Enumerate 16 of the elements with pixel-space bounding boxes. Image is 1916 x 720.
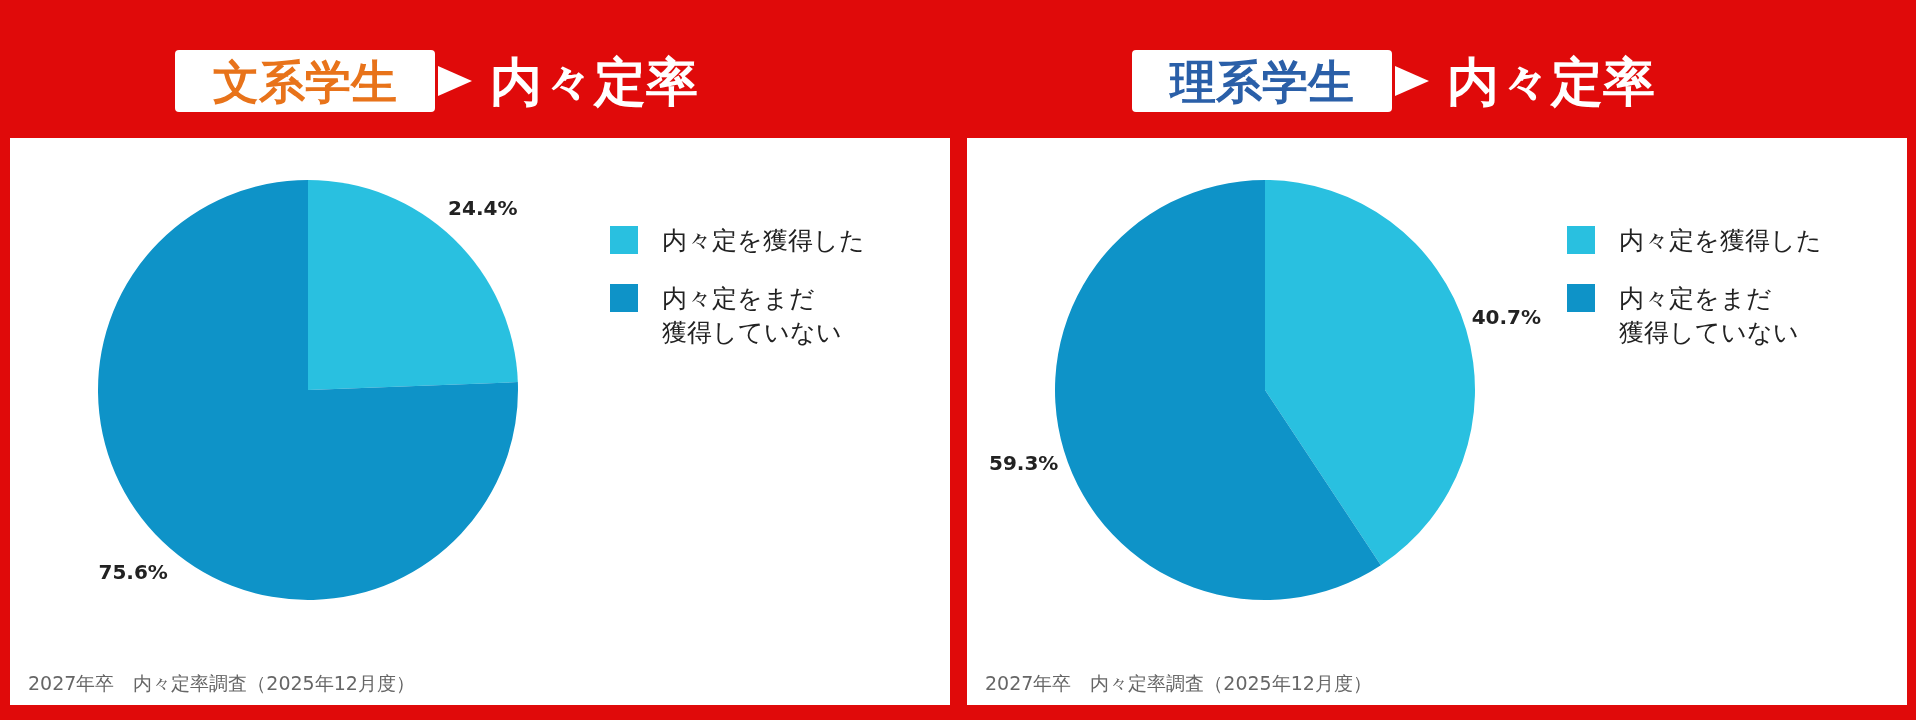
pie-slice: [98, 180, 518, 600]
pie-slice: [308, 180, 518, 390]
data-label: 75.6%: [98, 559, 168, 584]
legend-label: 内々定をまだ獲得していない: [662, 283, 842, 347]
legend-label: 内々定を獲得した: [662, 225, 865, 255]
chart-subtitle: 内々定率: [1447, 52, 1655, 112]
chart-subtitle: 内々定率: [490, 52, 698, 112]
chart-title: 理系学生: [1168, 55, 1354, 109]
chart-title: 文系学生: [213, 55, 397, 109]
text: 2027年卒 内々定率調査（2025年12月度）: [985, 672, 1372, 694]
text: 2027年卒 内々定率調査（2025年12月度）: [28, 672, 415, 694]
legend-label: 内々定を獲得した: [1619, 225, 1822, 255]
data-label: 24.4%: [448, 196, 518, 221]
data-label: 59.3%: [988, 450, 1059, 475]
data-label: 40.7%: [1471, 305, 1542, 330]
legend-label: 内々定をまだ獲得していない: [1619, 283, 1799, 347]
